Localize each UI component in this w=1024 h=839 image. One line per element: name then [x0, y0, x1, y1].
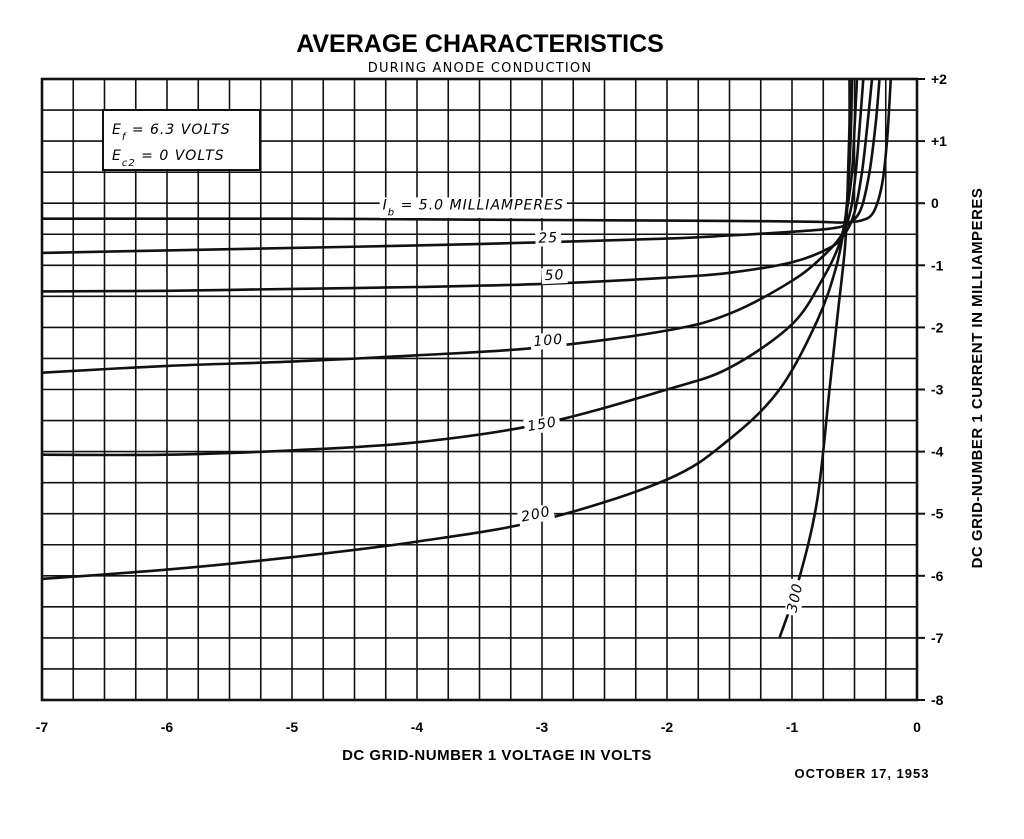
conditions-box: Ef = 6.3 VOLTS Ec2 = 0 VOLTS — [102, 109, 261, 171]
series-lines — [42, 79, 893, 639]
y-tick-label: -7 — [931, 630, 944, 646]
series-label: 25 — [538, 230, 558, 247]
condition-filament: Ef = 6.3 VOLTS — [112, 122, 231, 143]
x-axis-label: DC GRID-NUMBER 1 VOLTAGE IN VOLTS — [342, 747, 652, 764]
date-stamp: OCTOBER 17, 1953 — [795, 766, 930, 781]
series-label: 50 — [544, 267, 565, 284]
series-label: 200 — [520, 504, 552, 526]
x-tick-label: -5 — [286, 719, 299, 735]
grid — [41, 78, 918, 701]
series-line-5 — [42, 79, 893, 224]
series-label-background — [541, 266, 568, 285]
series-label-group: 200 — [516, 503, 556, 527]
series-label-background — [783, 578, 808, 617]
x-tick-label: -7 — [36, 719, 49, 735]
y-tick-label: -8 — [931, 692, 944, 708]
series-label-group: 150 — [523, 413, 562, 436]
y-tick-label: +2 — [931, 71, 947, 87]
series-label-group: 25 — [535, 229, 562, 247]
series-label: Ib = 5.0 MILLIAMPERES — [383, 197, 564, 218]
series-label-group: 100 — [529, 331, 567, 351]
series-label-background — [523, 413, 562, 436]
series-line-25 — [42, 79, 881, 255]
y-tick-label: +1 — [931, 133, 947, 149]
x-tick-label: -2 — [661, 719, 674, 735]
y-tick-label: -3 — [931, 382, 944, 398]
y-tick-label: -6 — [931, 568, 944, 584]
series-labels: Ib = 5.0 MILLIAMPERES 25 50 100 150 200 300 — [379, 197, 808, 617]
series-label: 300 — [785, 582, 807, 614]
x-tick-label: -4 — [411, 719, 424, 735]
series-line-300 — [778, 79, 851, 639]
y-axis-label: DC GRID-NUMBER 1 CURRENT IN MILLIAMPERES — [969, 188, 986, 569]
x-tick-label: -1 — [786, 719, 799, 735]
plot-frame — [40, 77, 925, 702]
series-line-150 — [42, 79, 859, 457]
chart-title: AVERAGE CHARACTERISTICS — [296, 30, 664, 58]
chart-subtitle: DURING ANODE CONDUCTION — [368, 61, 593, 76]
series-label-group: 300 — [783, 578, 808, 617]
x-tick-label: 0 — [913, 719, 921, 735]
series-label-background — [535, 229, 562, 247]
y-tick-label: -1 — [931, 257, 944, 273]
y-tick-label: 0 — [931, 195, 939, 211]
y-tick-label: -2 — [931, 319, 944, 335]
series-line-50 — [42, 79, 874, 293]
series-label-group: Ib = 5.0 MILLIAMPERES — [379, 197, 567, 218]
series-label-background — [516, 503, 556, 527]
series-label: 100 — [533, 332, 564, 351]
series-label-group: 50 — [541, 266, 568, 285]
series-line-100 — [42, 79, 865, 374]
y-tick-label: -4 — [931, 444, 944, 460]
x-tick-label: -3 — [536, 719, 549, 735]
x-tick-label: -6 — [161, 719, 174, 735]
condition-grid2: Ec2 = 0 VOLTS — [112, 148, 225, 169]
y-tick-label: -5 — [931, 506, 944, 522]
y-tick-labels: +2 +1 0 -1 -2 -3 -4 -5 -6 -7 -8 — [931, 71, 947, 708]
x-tick-labels: -7 -6 -5 -4 -3 -2 -1 0 — [36, 719, 921, 735]
series-label: 150 — [526, 414, 558, 435]
series-label-background — [529, 331, 567, 351]
series-label-background — [379, 197, 567, 218]
